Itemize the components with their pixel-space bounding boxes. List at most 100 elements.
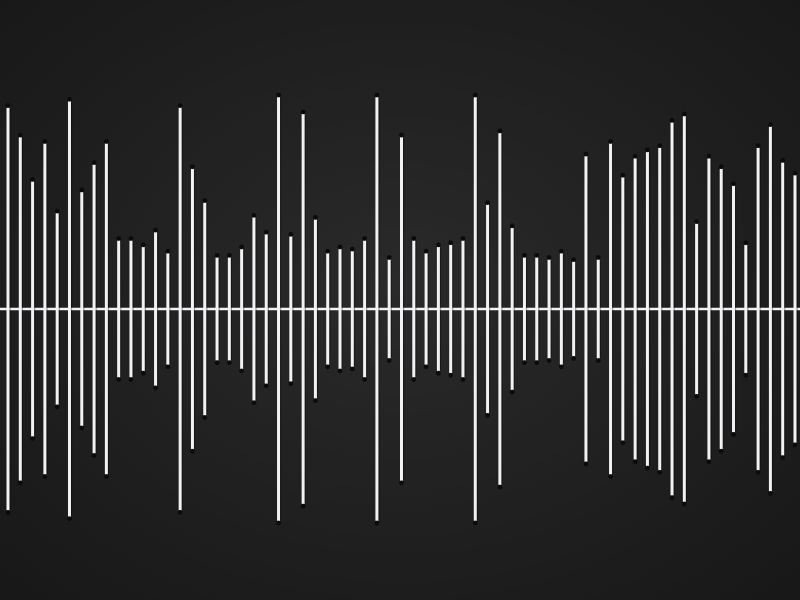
waveform-thread — [128, 236, 134, 382]
waveform-thread — [718, 164, 724, 454]
top-pin-hole — [300, 109, 306, 115]
bottom-pin-hole — [116, 377, 122, 382]
bottom-pin-hole — [522, 360, 527, 366]
bottom-pin-hole — [226, 360, 232, 366]
top-pin-hole — [79, 187, 85, 193]
waveform-thread — [337, 244, 343, 374]
top-pin-hole — [448, 240, 454, 246]
waveform-thread — [79, 187, 85, 431]
top-pin-hole — [681, 111, 687, 117]
top-pin-hole — [706, 153, 712, 159]
top-pin-hole — [42, 139, 48, 144]
bottom-pin-hole — [140, 370, 146, 376]
bottom-pin-hole — [349, 366, 355, 372]
waveform-thread — [755, 143, 761, 475]
bottom-pin-hole — [423, 364, 429, 370]
top-pin-hole — [263, 229, 269, 235]
bottom-pin-hole — [435, 370, 441, 376]
waveform-thread — [792, 170, 798, 448]
waveform-thread — [768, 122, 774, 496]
waveform-thread — [288, 231, 294, 387]
top-pin-hole — [349, 246, 355, 252]
waveform-thread — [485, 200, 491, 418]
bottom-pin-hole — [583, 461, 589, 467]
top-pin-hole — [337, 244, 343, 250]
bottom-pin-hole — [399, 480, 404, 486]
waveform-thread — [399, 132, 405, 486]
waveform-thread — [571, 257, 577, 361]
top-pin-hole — [386, 255, 392, 260]
top-pin-hole — [718, 164, 724, 170]
bottom-pin-hole — [472, 520, 478, 526]
top-pin-hole — [67, 96, 72, 102]
top-pin-hole — [325, 248, 331, 254]
bottom-pin-hole — [497, 484, 503, 490]
top-pin-hole — [140, 242, 146, 248]
top-pin-hole — [202, 198, 208, 203]
waveform-thread — [694, 219, 700, 399]
waveform-thread — [239, 244, 245, 374]
top-pin-hole — [5, 103, 11, 108]
bottom-pin-hole — [632, 459, 638, 465]
top-pin-hole — [103, 139, 109, 144]
top-pin-hole — [620, 172, 626, 178]
bottom-pin-hole — [595, 358, 601, 363]
top-pin-hole — [645, 147, 650, 153]
waveform-thread — [435, 242, 442, 376]
top-pin-hole — [595, 255, 601, 260]
bottom-pin-hole — [128, 377, 134, 382]
waveform-thread — [681, 111, 688, 507]
top-pin-hole — [792, 170, 798, 176]
bottom-pin-hole — [313, 398, 318, 404]
bottom-pin-hole — [706, 459, 712, 465]
top-pin-hole — [534, 252, 540, 258]
waveform-thread — [743, 240, 749, 378]
waveform-thread — [472, 92, 478, 526]
waveform-thread — [91, 160, 97, 458]
bottom-pin-hole — [681, 501, 687, 507]
waveform-thread — [632, 153, 638, 465]
top-pin-hole — [313, 214, 318, 220]
top-pin-hole — [608, 139, 613, 144]
bottom-pin-hole — [768, 491, 773, 496]
waveform-thread — [54, 208, 60, 410]
waveform-thread — [534, 252, 540, 366]
bottom-pin-hole — [448, 372, 454, 378]
bottom-pin-hole — [288, 381, 294, 387]
top-pin-hole — [522, 252, 527, 258]
waveform-thread — [460, 236, 466, 382]
top-pin-hole — [128, 236, 134, 241]
top-pin-hole — [571, 257, 577, 262]
waveform-thread — [313, 214, 319, 404]
top-pin-hole — [694, 219, 700, 225]
bottom-pin-hole — [620, 440, 626, 446]
bottom-pin-hole — [792, 442, 798, 448]
waveform-thread — [620, 172, 626, 446]
bottom-pin-hole — [165, 364, 171, 370]
waveform-thread — [202, 198, 208, 420]
bottom-pin-hole — [571, 356, 577, 361]
bottom-pin-hole — [67, 516, 72, 522]
waveform-thread — [362, 236, 368, 382]
waveform-thread — [103, 139, 110, 479]
waveform-thread — [558, 248, 565, 370]
bottom-pin-hole — [17, 480, 23, 486]
top-pin-hole — [435, 242, 441, 248]
waveform-thread — [583, 151, 589, 467]
waveform-thread — [780, 158, 786, 460]
waveform-thread — [497, 128, 503, 490]
bottom-pin-hole — [153, 385, 158, 391]
bottom-pin-hole — [657, 469, 663, 475]
bottom-pin-hole — [485, 412, 490, 418]
bottom-pin-hole — [386, 358, 392, 363]
waveform-thread — [190, 164, 196, 454]
top-pin-hole — [743, 240, 749, 246]
waveform-thread — [386, 255, 392, 363]
top-pin-hole — [583, 151, 589, 157]
waveform-thread — [276, 92, 282, 526]
waveform-thread — [325, 248, 331, 370]
waveform-thread — [263, 229, 269, 389]
bottom-pin-hole — [42, 474, 48, 479]
waveform-thread — [165, 248, 171, 370]
bottom-pin-hole — [276, 520, 281, 526]
